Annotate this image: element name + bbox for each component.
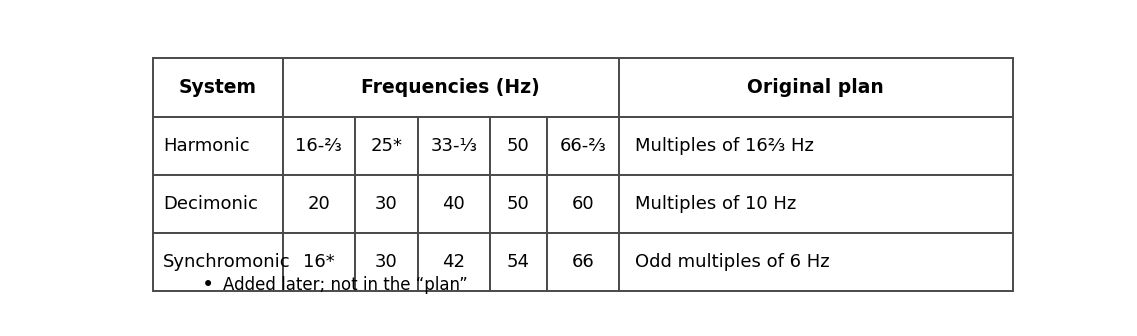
- Text: Decimonic: Decimonic: [164, 195, 258, 213]
- Text: 20: 20: [307, 195, 330, 213]
- Bar: [619, 58, 1013, 117]
- Bar: [490, 175, 547, 233]
- Text: Odd multiples of 6 Hz: Odd multiples of 6 Hz: [634, 253, 829, 271]
- Text: 66-⅔: 66-⅔: [559, 137, 606, 155]
- Text: 30: 30: [375, 253, 398, 271]
- Text: 50: 50: [507, 195, 530, 213]
- Text: 33-⅓: 33-⅓: [430, 137, 478, 155]
- Text: 40: 40: [442, 195, 465, 213]
- Text: System: System: [179, 78, 257, 97]
- Bar: [490, 233, 547, 291]
- Bar: [355, 117, 417, 175]
- Bar: [417, 233, 490, 291]
- Bar: [152, 175, 283, 233]
- Bar: [490, 117, 547, 175]
- Text: 42: 42: [442, 253, 465, 271]
- Text: Multiples of 16⅔ Hz: Multiples of 16⅔ Hz: [634, 137, 813, 155]
- Bar: [619, 175, 1013, 233]
- Text: 16-⅔: 16-⅔: [296, 137, 342, 155]
- Bar: [547, 117, 619, 175]
- Bar: [355, 233, 417, 291]
- Bar: [547, 175, 619, 233]
- Bar: [283, 117, 355, 175]
- Text: 66: 66: [571, 253, 595, 271]
- Bar: [152, 233, 283, 291]
- Bar: [547, 233, 619, 291]
- Text: Original plan: Original plan: [747, 78, 885, 97]
- Bar: [355, 175, 417, 233]
- Text: Frequencies (Hz): Frequencies (Hz): [362, 78, 540, 97]
- Bar: [619, 117, 1013, 175]
- Text: 16*: 16*: [302, 253, 334, 271]
- Bar: [619, 233, 1013, 291]
- Bar: [417, 175, 490, 233]
- Text: •: •: [202, 275, 215, 295]
- Text: Added later; not in the “plan”: Added later; not in the “plan”: [223, 276, 468, 294]
- Bar: [152, 58, 283, 117]
- Text: Harmonic: Harmonic: [164, 137, 250, 155]
- Text: 54: 54: [507, 253, 530, 271]
- Bar: [283, 175, 355, 233]
- Bar: [283, 58, 619, 117]
- Text: 60: 60: [572, 195, 594, 213]
- Text: Synchromonic: Synchromonic: [164, 253, 291, 271]
- Bar: [283, 233, 355, 291]
- Text: 50: 50: [507, 137, 530, 155]
- Bar: [417, 117, 490, 175]
- Text: 25*: 25*: [371, 137, 402, 155]
- Bar: [152, 117, 283, 175]
- Text: 30: 30: [375, 195, 398, 213]
- Text: Multiples of 10 Hz: Multiples of 10 Hz: [634, 195, 796, 213]
